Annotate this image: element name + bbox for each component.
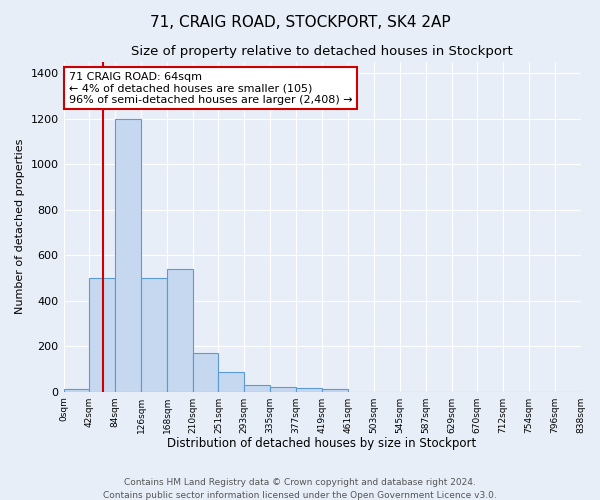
Bar [89, 278, 115, 392]
Text: Contains HM Land Registry data © Crown copyright and database right 2024.
Contai: Contains HM Land Registry data © Crown c… [103, 478, 497, 500]
Bar [244, 385, 270, 392]
Bar [322, 390, 348, 392]
Bar [115, 119, 141, 392]
Bar [64, 390, 89, 392]
Bar [218, 372, 244, 392]
Bar [167, 269, 193, 392]
Bar [193, 353, 218, 392]
Title: Size of property relative to detached houses in Stockport: Size of property relative to detached ho… [131, 45, 513, 58]
Y-axis label: Number of detached properties: Number of detached properties [15, 139, 25, 314]
X-axis label: Distribution of detached houses by size in Stockport: Distribution of detached houses by size … [167, 437, 476, 450]
Text: 71, CRAIG ROAD, STOCKPORT, SK4 2AP: 71, CRAIG ROAD, STOCKPORT, SK4 2AP [149, 15, 451, 30]
Bar [270, 387, 296, 392]
Text: 71 CRAIG ROAD: 64sqm
← 4% of detached houses are smaller (105)
96% of semi-detac: 71 CRAIG ROAD: 64sqm ← 4% of detached ho… [69, 72, 352, 105]
Bar [296, 388, 322, 392]
Bar [141, 278, 167, 392]
